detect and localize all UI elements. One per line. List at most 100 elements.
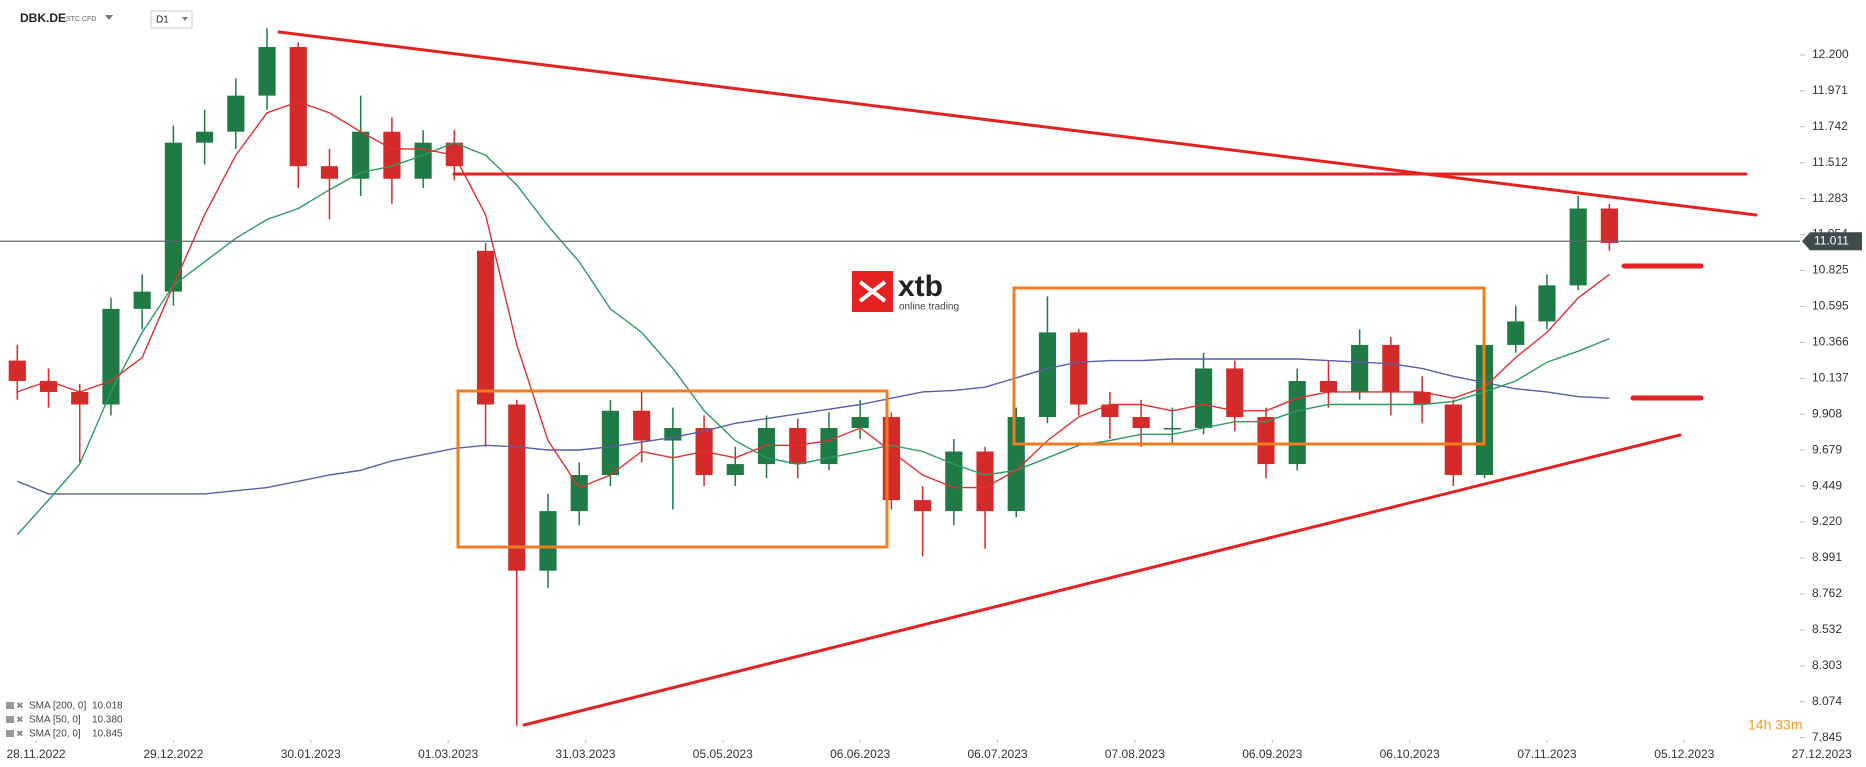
x-tick-label: 06.06.2023 [830,747,890,761]
candle-body [1319,380,1338,392]
header: DBK.DE STC CFD D1 [20,10,193,29]
candle-body [8,360,26,381]
y-tick-label: 9.679 [1812,442,1842,456]
candle-body [1538,285,1556,322]
candle-body [1194,368,1213,429]
symbol[interactable]: DBK.DE [20,11,66,25]
resistance-trendline [277,30,1758,217]
y-tick-label: 11.283 [1812,191,1848,205]
candle-body [476,250,495,405]
candle-body [1569,208,1587,286]
legend-value: 10.845 [92,729,123,740]
logo-mark [858,280,887,303]
brand: xtb [898,270,943,303]
candle-body [1444,404,1462,476]
y-tick-label: 9.449 [1812,478,1842,492]
x-tick-label: 06.07.2023 [967,747,1027,761]
candle-body [1382,344,1400,392]
y-tick-label: 11.512 [1812,155,1848,169]
legend-remove: ✖ [16,700,24,710]
candle-body [1163,428,1181,430]
y-tick-label: 9.220 [1812,514,1842,528]
candle-body [976,451,994,512]
countdown: 14h 33m [1748,717,1802,733]
x-tick-label: 05.12.2023 [1654,747,1714,761]
x-tick-label: 06.09.2023 [1242,747,1302,761]
candle-body [1507,321,1525,345]
symbol-dropdown[interactable] [105,15,113,20]
candle-body [945,451,963,512]
x-tick-label: 27.12.2023 [1792,747,1852,761]
range-box [1012,286,1486,446]
candle-body [1288,380,1306,465]
candle-body [383,131,401,179]
y-tick-label: 8.532 [1812,622,1842,636]
legend-value: 10.380 [92,715,123,726]
y-tick-label: 10.366 [1812,335,1849,349]
candle-body [164,142,182,292]
candle-body [1600,208,1618,244]
candle-body [601,410,620,476]
candle-body [1101,404,1119,418]
x-tick-label: 28.11.2022 [6,747,65,761]
y-tick-label: 8.074 [1812,694,1842,708]
candle-body [71,391,89,405]
support-trendline [522,433,1682,727]
last-price-tag [1802,232,1862,251]
legend-value: 10.018 [92,701,123,712]
last-price-label: 11.011 [1814,233,1849,247]
y-tick-label: 8.762 [1812,586,1842,600]
brand-tagline: online trading [899,302,959,313]
candle-body [1351,344,1369,392]
candle-body [1070,332,1088,405]
candle-body [133,291,151,309]
sma-line [17,101,1610,489]
candle-body [102,308,120,405]
timeframe-dropdown[interactable] [182,17,188,21]
candle-body [1257,417,1275,465]
candle-body [1413,391,1431,405]
candle-body [570,475,588,512]
annotations [277,30,1758,727]
y-tick-label: 8.303 [1812,658,1842,672]
y-tick-label: 10.137 [1812,370,1849,384]
x-tick-label: 07.11.2023 [1517,747,1576,761]
candle-body [820,428,838,465]
legend-icon [6,702,14,709]
x-tick-label: 31.03.2023 [555,747,615,761]
x-tick-label: 01.03.2023 [418,747,478,761]
timeframe-box[interactable] [150,10,193,29]
legend-name: SMA [50, 0] [29,715,81,726]
y-tick-label: 8.991 [1812,550,1842,564]
x-tick-label: 06.10.2023 [1380,747,1440,761]
candle-body [539,511,557,571]
candle-body [633,410,651,441]
legend-icon [6,730,14,737]
legend-remove: ✖ [16,728,24,738]
sma-line [16,141,1610,536]
timeframe[interactable]: D1 [156,15,169,26]
candle-body [1132,417,1150,429]
candle-body [227,95,245,132]
candle-body [789,428,807,465]
candle-body [196,131,214,143]
instrument: STC CFD [66,16,96,23]
candle-body [414,142,432,179]
watermark: xtb online trading [852,270,959,313]
candle-body [1038,332,1057,418]
legend-remove: ✖ [16,714,24,724]
y-tick-label: 10.595 [1812,299,1849,313]
candle-body [320,166,339,179]
y-tick-label: 10.825 [1812,263,1849,277]
sma-line [17,358,1610,495]
x-tick-label: 29.12.2022 [143,747,203,761]
candle-body [1007,417,1025,512]
x-tick-label: 30.01.2023 [281,747,341,761]
range-box [456,389,889,549]
candle-body [445,142,463,167]
y-tick-label: 9.908 [1812,406,1842,420]
candle-body [914,500,932,512]
legend-icon [6,716,14,723]
